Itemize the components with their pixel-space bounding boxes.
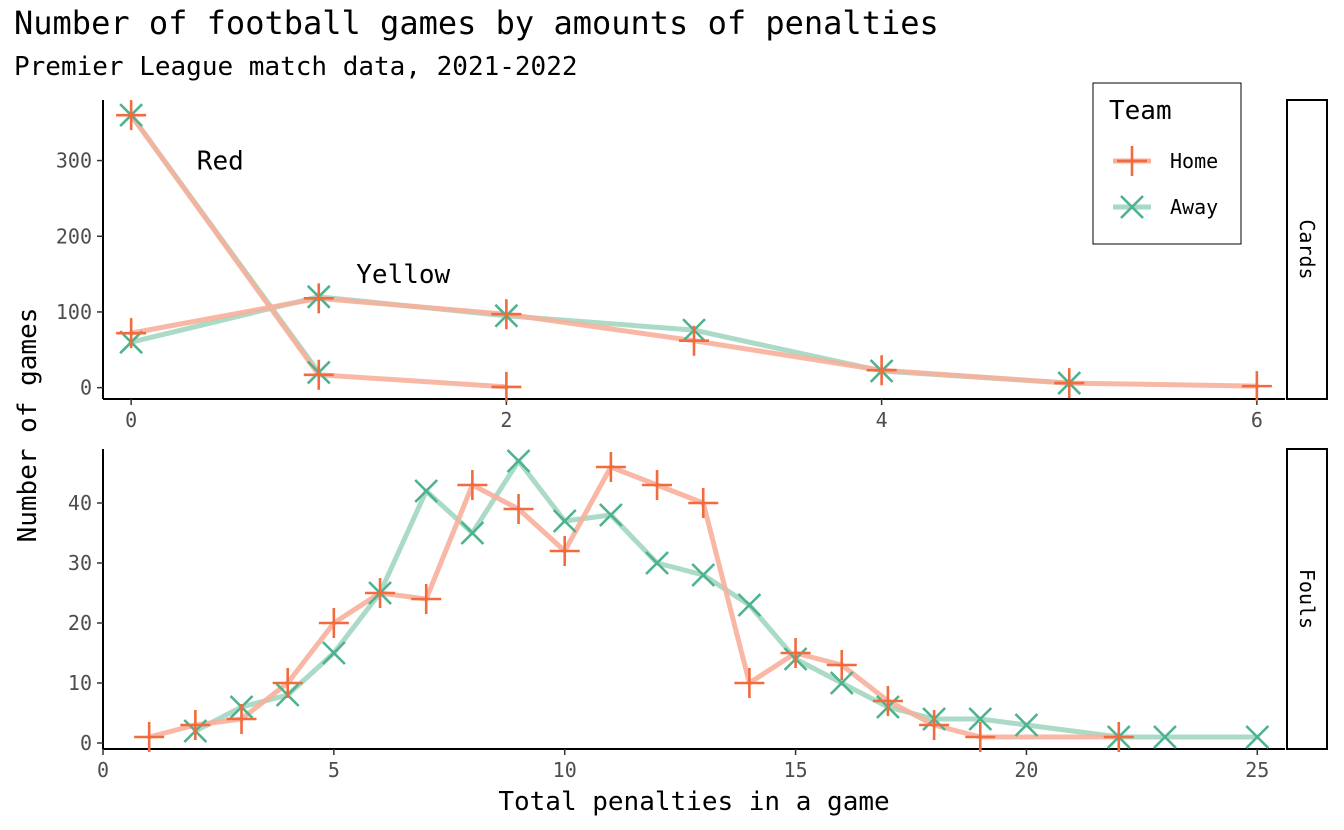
y-axis-label: Number of games [13,308,43,543]
fouls-point-away [1153,725,1177,749]
legend: Team Home Away [1092,82,1242,245]
fouls-point-away [1245,725,1270,749]
fouls-point-away [506,449,531,473]
legend-item-home: Home [1113,146,1218,176]
cards-point-home [491,299,522,330]
fouls-point-away [598,503,623,527]
x-axis-label: Total penalties in a game [498,787,889,817]
fouls-point-home [688,488,719,518]
legend-label-home: Home [1170,149,1218,173]
fouls-point-away [321,641,346,665]
cards-x-tick-label: 6 [1251,408,1263,432]
chart-title: Number of football games by amounts of p… [14,4,939,42]
fouls-point-away [552,509,577,533]
cards-point-home [116,100,147,131]
fouls-x-tick-label: 0 [97,758,109,782]
fouls-y-tick-label: 40 [68,491,92,515]
fouls-point-home [734,668,765,698]
fouls-point-home [457,470,488,500]
legend-item-away: Away [1113,195,1218,219]
fouls-point-home [226,704,257,734]
annotation-yellow: Yellow [356,260,450,290]
fouls-point-home [318,608,349,638]
fouls-strip: Fouls [1286,448,1328,750]
chart-subtitle: Premier League match data, 2021-2022 [14,52,578,82]
fouls-point-away [737,593,762,617]
cards-x-tick-label: 0 [125,408,137,432]
cards-strip-box [1286,99,1328,400]
legend-marker-away [1120,195,1144,219]
legend-title: Team [1109,96,1172,126]
legend-label-away: Away [1170,195,1218,219]
fouls-point-home [965,722,996,752]
fouls-point-home [180,710,211,740]
fouls-x-tick-label: 15 [784,758,808,782]
fouls-point-home [549,536,580,566]
cards-x-tick-label: 4 [876,408,888,432]
fouls-point-away [645,551,669,575]
fouls-series-line-home [146,464,1122,740]
fouls-point-away [460,521,485,545]
cards-point-home [303,359,334,390]
cards-point-home [1054,368,1085,399]
fouls-x-tick-label: 10 [553,758,577,782]
fouls-point-home [365,578,396,608]
fouls-point-away [691,563,716,587]
cards-point-home [679,325,709,356]
fouls-x-tick-label: 20 [1014,758,1038,782]
fouls-point-home [642,470,673,500]
fouls-point-home [780,638,811,668]
annotation-red: Red [197,147,244,177]
fouls-x-tick-label: 5 [328,758,340,782]
panel-fouls: 0 10 20 30 40 0 5 10 15 20 25 Fouls [68,448,1328,782]
legend-marker-home [1117,146,1147,176]
fouls-point-home [134,722,165,752]
cards-strip: Cards [1286,99,1328,400]
cards-y-tick-label: 0 [80,376,92,400]
cards-point-home [866,355,897,386]
fouls-series-line-away [192,458,1260,740]
cards-y-tick-label: 100 [56,300,92,324]
fouls-x-tick-label: 25 [1245,758,1269,782]
fouls-point-home [411,584,442,614]
fouls-y-tick-label: 20 [68,611,92,635]
cards-x-tick-label: 2 [500,408,512,432]
cards-series-line-home-red [128,112,509,390]
fouls-point-home [595,452,626,482]
fouls-y-tick-label: 10 [68,671,92,695]
cards-strip-label: Cards [1295,219,1319,279]
fouls-point-away [968,707,993,731]
fouls-y-tick-label: 0 [80,731,92,755]
fouls-point-away [1014,713,1039,737]
fouls-strip-label: Fouls [1295,569,1319,629]
fouls-strip-box [1286,448,1328,750]
fouls-point-away [414,479,439,503]
cards-y-tick-label: 300 [56,149,92,173]
cards-point-home [303,283,334,314]
fouls-point-home [826,650,857,680]
panel-cards: 0 100 200 300 0 2 4 6 Cards Red Yellow [56,99,1328,432]
fouls-point-home [1103,722,1134,752]
fouls-point-home [919,710,950,740]
cards-y-tick-label: 200 [56,224,92,248]
fouls-point-home [272,668,303,698]
cards-point-home [1241,371,1272,402]
cards-point-home [491,371,522,402]
fouls-point-away [829,671,854,695]
cards-point-home [116,318,147,349]
fouls-point-home [503,494,534,524]
fouls-y-tick-label: 30 [68,551,92,575]
fouls-point-home [872,686,903,716]
